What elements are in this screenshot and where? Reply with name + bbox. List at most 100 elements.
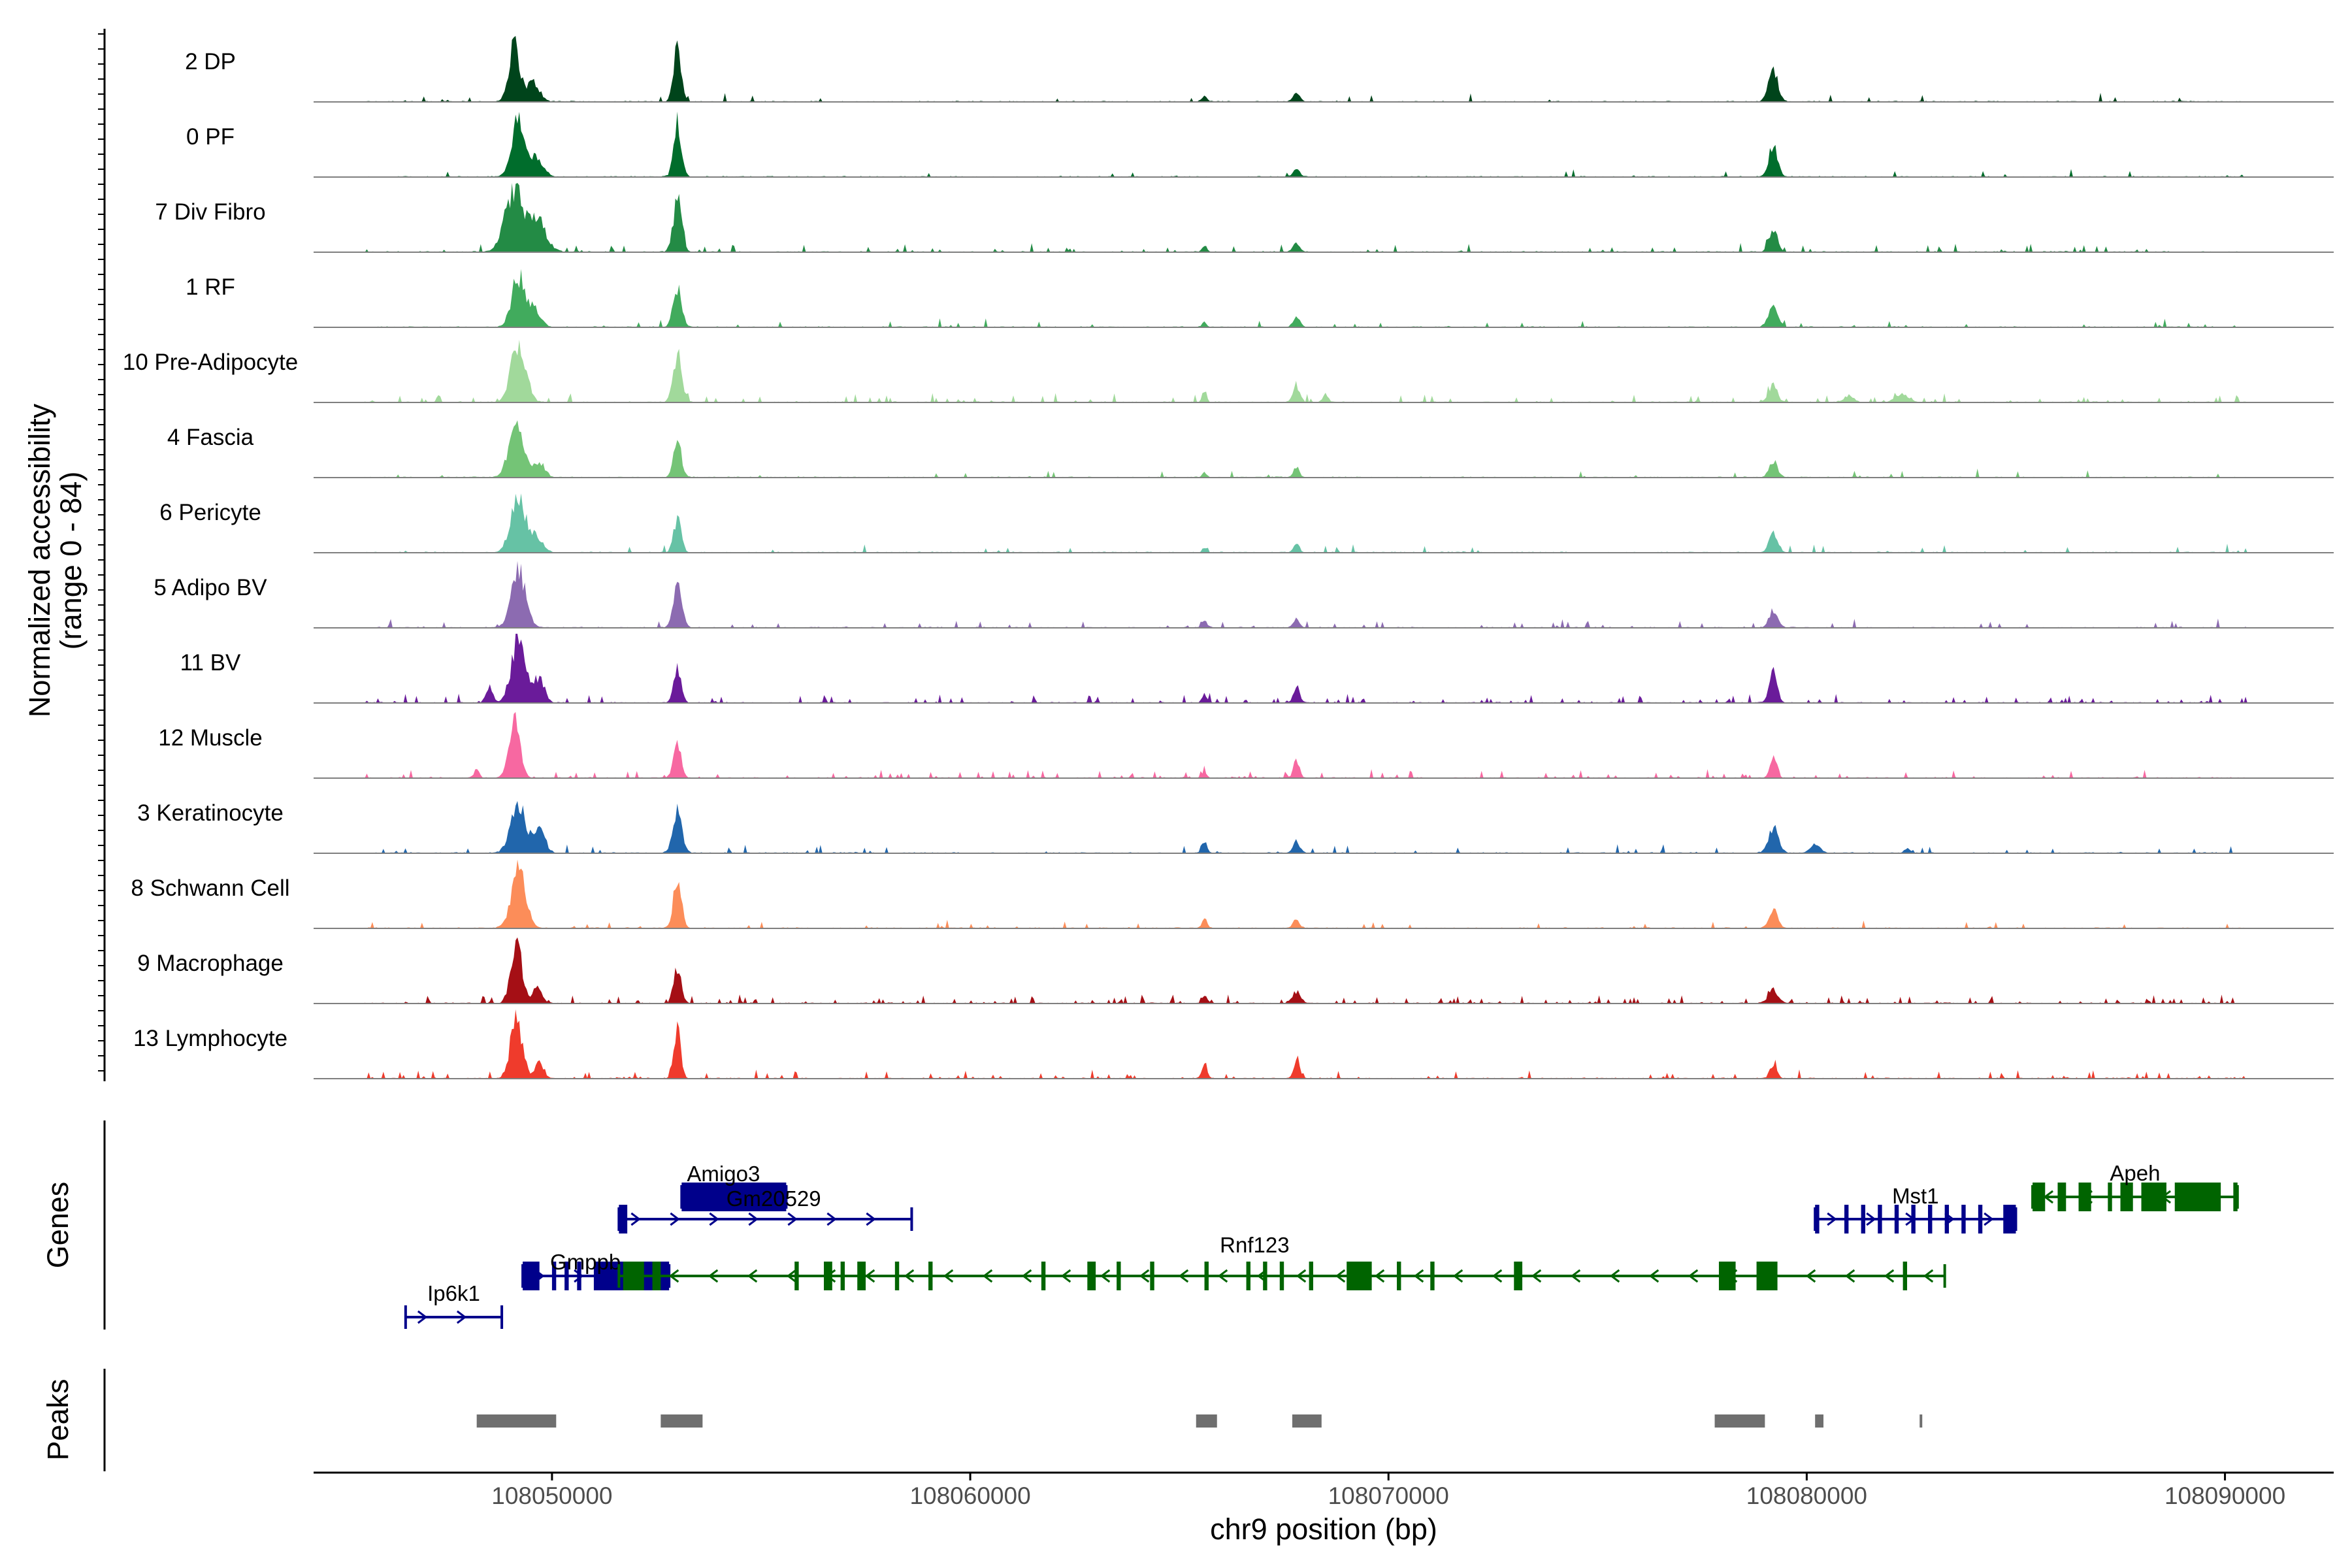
coverage-area xyxy=(314,801,2334,853)
coverage-area xyxy=(314,340,2334,402)
exon xyxy=(1397,1262,1401,1290)
exon xyxy=(623,1262,644,1290)
strand-chevron xyxy=(1178,1269,1189,1283)
exon xyxy=(1718,1262,1736,1290)
gene-label: Rnf123 xyxy=(1220,1233,1289,1257)
peak-regions xyxy=(476,1414,1923,1428)
x-axis: 108050000 108060000 108070000 108080000 1080… xyxy=(314,1471,2334,1509)
exon xyxy=(1087,1262,1096,1290)
exon xyxy=(619,1205,628,1233)
gene-label: Gm20529 xyxy=(727,1186,821,1211)
strand-chevron xyxy=(668,1269,679,1283)
exon xyxy=(1878,1205,1882,1233)
x-tick-label: 108080000 xyxy=(1746,1482,1867,1509)
exon xyxy=(824,1262,832,1290)
gene-apeh: Apeh xyxy=(2031,1161,2239,1211)
exon xyxy=(2078,1183,2091,1211)
gene-label: Gmppb xyxy=(550,1250,621,1274)
exon xyxy=(1815,1205,1820,1233)
strand-chevron xyxy=(1609,1269,1620,1283)
peaks-axis-title: Peaks xyxy=(41,1379,74,1460)
exon xyxy=(2003,1205,2016,1233)
gene-label: Amigo3 xyxy=(687,1162,760,1186)
gene-amigo3: Amigo3 xyxy=(680,1162,788,1211)
coverage-area xyxy=(314,561,2334,628)
exon xyxy=(1279,1262,1284,1290)
exon xyxy=(1150,1262,1154,1290)
exon xyxy=(1861,1205,1866,1233)
y-axis-title-line2: (range 0 - 84) xyxy=(54,472,88,650)
exon xyxy=(794,1262,799,1290)
x-axis-title: chr9 position (bp) xyxy=(1210,1512,1437,1546)
peak-region xyxy=(476,1414,557,1428)
coverage-area xyxy=(314,183,2334,252)
track-9-macrophage: 9 Macrophage xyxy=(137,937,2334,1004)
exon xyxy=(577,1262,581,1290)
exon xyxy=(1844,1205,1849,1233)
track-label: 4 Fascia xyxy=(167,425,254,450)
strand-chevron xyxy=(1648,1269,1659,1283)
track-4-fascia: 4 Fascia xyxy=(167,420,2334,478)
track-11-bv: 11 BV xyxy=(180,634,2334,704)
strand-chevron xyxy=(1688,1269,1699,1283)
strand-chevron xyxy=(708,1269,719,1283)
strand-chevron xyxy=(574,1269,584,1283)
strand-chevron xyxy=(904,1269,915,1283)
gene-label: Apeh xyxy=(2110,1161,2160,1185)
track-2-dp: 2 DP xyxy=(185,36,2334,103)
coverage-area xyxy=(314,937,2334,1004)
strand-chevron xyxy=(1923,1269,1934,1283)
track-7-div-fibro: 7 Div Fibro xyxy=(155,183,2334,253)
strand-chevron xyxy=(747,1269,758,1283)
y-axis-title: Normalized accessibility (range 0 - 84) xyxy=(23,403,88,717)
strand-chevron xyxy=(826,1212,837,1226)
exon xyxy=(1246,1262,1250,1290)
track-label: 13 Lymphocyte xyxy=(133,1026,287,1051)
peak-region xyxy=(1815,1414,1823,1428)
exon xyxy=(1430,1262,1435,1290)
exon xyxy=(1944,1205,1950,1233)
exon xyxy=(1204,1262,1209,1290)
strand-chevron xyxy=(1100,1269,1111,1283)
x-tick-label: 108060000 xyxy=(909,1482,1030,1509)
strand-chevron xyxy=(1866,1212,1876,1226)
track-0-pf: 0 PF xyxy=(186,111,2334,178)
exon xyxy=(1928,1205,1933,1233)
peak-region xyxy=(661,1414,703,1428)
track-label: 1 RF xyxy=(186,274,235,300)
strand-chevron xyxy=(670,1212,680,1226)
coverage-area xyxy=(314,111,2334,177)
gene-ip6k1: Ip6k1 xyxy=(404,1281,504,1329)
exon xyxy=(564,1262,569,1290)
exon xyxy=(840,1262,845,1290)
exon xyxy=(2141,1183,2166,1211)
strand-chevron xyxy=(1139,1269,1150,1283)
track-label: 5 Adipo BV xyxy=(154,575,267,600)
track-label: 10 Pre-Adipocyte xyxy=(123,350,298,375)
exon xyxy=(928,1262,933,1290)
coverage-tracks: 2 DP 0 PF 7 Div Fibro 1 RF 10 Pre-Adipocyte 4… xyxy=(123,36,2334,1079)
strand-chevron xyxy=(1492,1269,1503,1283)
exon xyxy=(1117,1262,1121,1290)
exon xyxy=(1911,1205,1916,1233)
track-10-pre-adipocyte: 10 Pre-Adipocyte xyxy=(123,340,2334,403)
strand-chevron xyxy=(1531,1269,1542,1283)
peak-region xyxy=(1196,1414,1217,1428)
track-label: 12 Muscle xyxy=(158,725,263,751)
peak-region xyxy=(1292,1414,1322,1428)
track-label: 11 BV xyxy=(180,650,241,676)
coverage-area xyxy=(314,634,2334,703)
strand-chevron xyxy=(456,1310,467,1324)
x-tick-label: 108070000 xyxy=(1328,1482,1449,1509)
exon xyxy=(1894,1205,1899,1233)
exon xyxy=(2120,1183,2133,1211)
track-8-schwann-cell: 8 Schwann Cell xyxy=(131,859,2334,929)
strand-chevron xyxy=(866,1212,876,1226)
exon xyxy=(2108,1183,2112,1211)
coverage-area xyxy=(314,859,2334,928)
coverage-area xyxy=(314,1009,2334,1079)
strand-chevron xyxy=(630,1212,641,1226)
strand-chevron xyxy=(1060,1269,1071,1283)
track-label: 9 Macrophage xyxy=(137,951,284,976)
